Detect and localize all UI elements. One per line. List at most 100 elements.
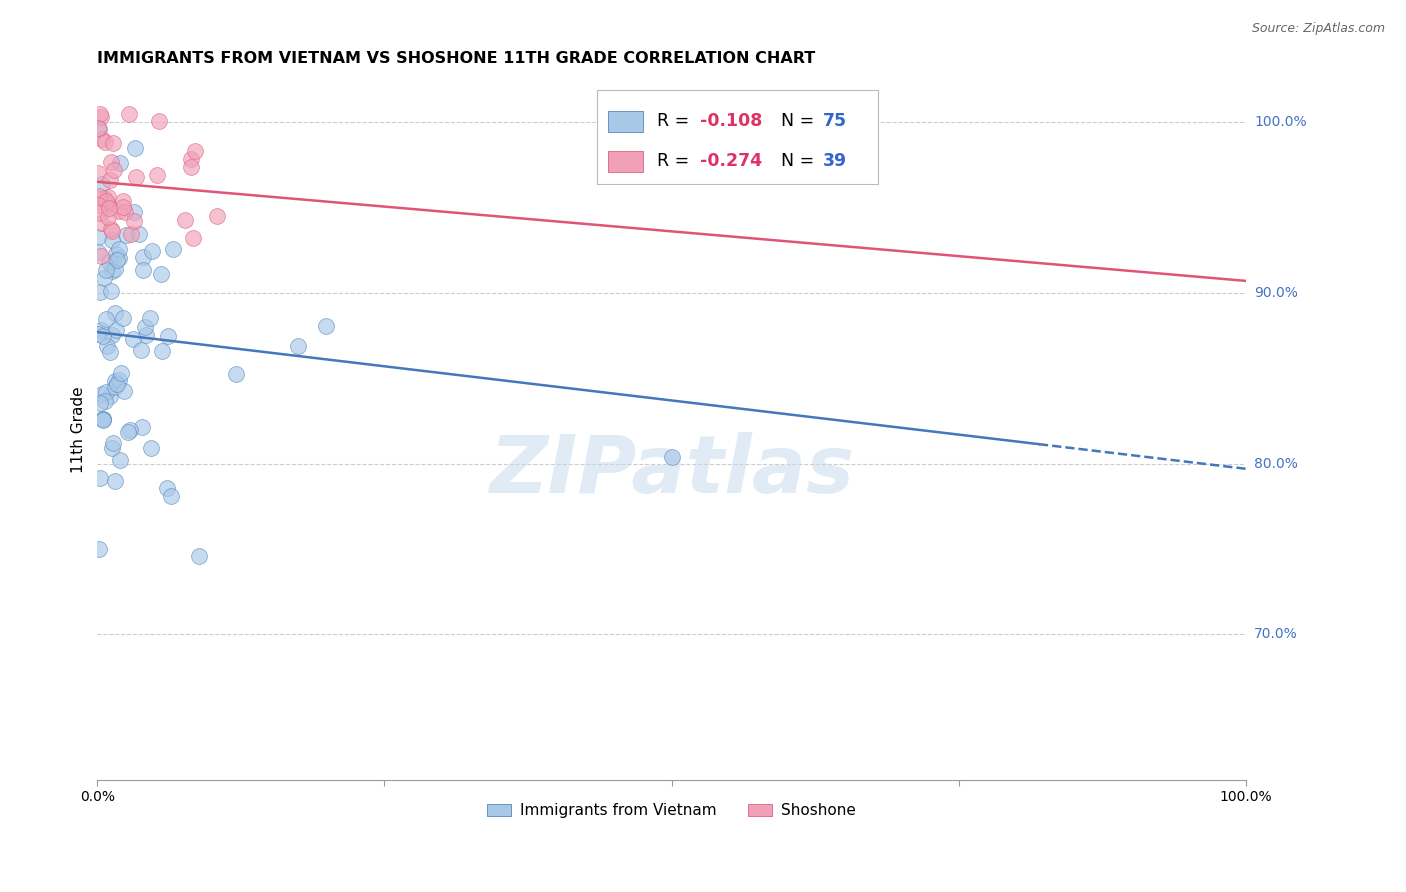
Point [120, 227, 142, 241]
Point [184, 144, 207, 158]
Point [87, 327, 110, 342]
Point [207, 209, 229, 223]
Point [101, 225, 124, 239]
Point [132, 250, 155, 264]
Point [98, 173, 121, 187]
FancyBboxPatch shape [598, 90, 879, 185]
Point [90, 249, 112, 263]
Text: R =: R = [657, 153, 695, 170]
Point [90, 111, 112, 125]
Point [187, 549, 209, 563]
Point [114, 227, 136, 242]
Point [104, 375, 127, 389]
Point [156, 328, 179, 343]
Point [100, 233, 122, 247]
Text: 80.0%: 80.0% [1254, 457, 1298, 471]
Point [129, 343, 152, 358]
Point [94, 384, 117, 399]
Text: -0.108: -0.108 [700, 112, 762, 130]
Point [100, 154, 122, 169]
Point [100, 222, 122, 236]
FancyBboxPatch shape [609, 111, 643, 132]
Text: 39: 39 [823, 153, 848, 170]
Point [101, 327, 124, 342]
Point [112, 310, 135, 325]
Point [89, 285, 111, 299]
Point [98, 389, 121, 403]
Point [108, 204, 131, 219]
Point [87, 166, 110, 180]
Point [141, 244, 163, 259]
Point [101, 435, 124, 450]
Point [94, 135, 117, 149]
Point [174, 213, 197, 227]
Text: N =: N = [780, 112, 820, 130]
Y-axis label: 11th Grade: 11th Grade [72, 386, 86, 473]
Point [103, 162, 125, 177]
Point [117, 425, 139, 439]
Point [89, 471, 111, 485]
Legend: Immigrants from Vietnam, Shoshone: Immigrants from Vietnam, Shoshone [481, 797, 862, 824]
Point [101, 264, 124, 278]
Text: ZIPatlas: ZIPatlas [489, 433, 853, 510]
Text: N =: N = [780, 153, 820, 170]
Point [118, 423, 141, 437]
Point [87, 121, 110, 136]
Point [96, 338, 118, 352]
Point [104, 306, 127, 320]
Point [94, 311, 117, 326]
Point [108, 251, 131, 265]
Text: -0.274: -0.274 [700, 153, 762, 170]
FancyBboxPatch shape [609, 151, 643, 172]
Point [108, 156, 131, 170]
Point [114, 205, 136, 219]
Point [107, 242, 129, 256]
Point [87, 120, 110, 135]
Point [104, 475, 127, 489]
Point [89, 396, 111, 410]
Point [90, 132, 112, 146]
Point [315, 319, 337, 334]
Point [180, 161, 202, 175]
Point [156, 481, 179, 495]
Point [104, 380, 127, 394]
Point [132, 262, 155, 277]
Point [97, 210, 120, 224]
Point [97, 196, 120, 211]
Point [225, 368, 247, 382]
Text: 75: 75 [823, 112, 848, 130]
Point [93, 191, 115, 205]
Text: Source: ZipAtlas.com: Source: ZipAtlas.com [1251, 22, 1385, 36]
Point [121, 333, 143, 347]
Text: IMMIGRANTS FROM VIETNAM VS SHOSHONE 11TH GRADE CORRELATION CHART: IMMIGRANTS FROM VIETNAM VS SHOSHONE 11TH… [97, 51, 815, 66]
Point [661, 450, 683, 465]
Point [287, 339, 309, 353]
Point [91, 329, 114, 343]
Point [139, 310, 162, 325]
Point [146, 169, 169, 183]
Point [89, 189, 111, 203]
Point [101, 136, 124, 150]
Point [112, 384, 135, 398]
Point [87, 198, 110, 212]
Point [131, 420, 153, 434]
Point [90, 216, 112, 230]
Point [124, 141, 146, 155]
Point [91, 177, 114, 191]
Point [94, 394, 117, 409]
Point [87, 541, 110, 556]
Point [112, 194, 135, 209]
Point [125, 169, 148, 184]
Point [89, 106, 111, 120]
Point [150, 343, 173, 358]
Point [122, 204, 145, 219]
Point [105, 323, 128, 337]
Point [91, 412, 114, 426]
Point [97, 255, 120, 269]
Point [100, 284, 122, 298]
Point [97, 190, 120, 204]
Point [128, 227, 150, 242]
Point [94, 263, 117, 277]
Point [91, 412, 114, 426]
Point [96, 194, 118, 208]
